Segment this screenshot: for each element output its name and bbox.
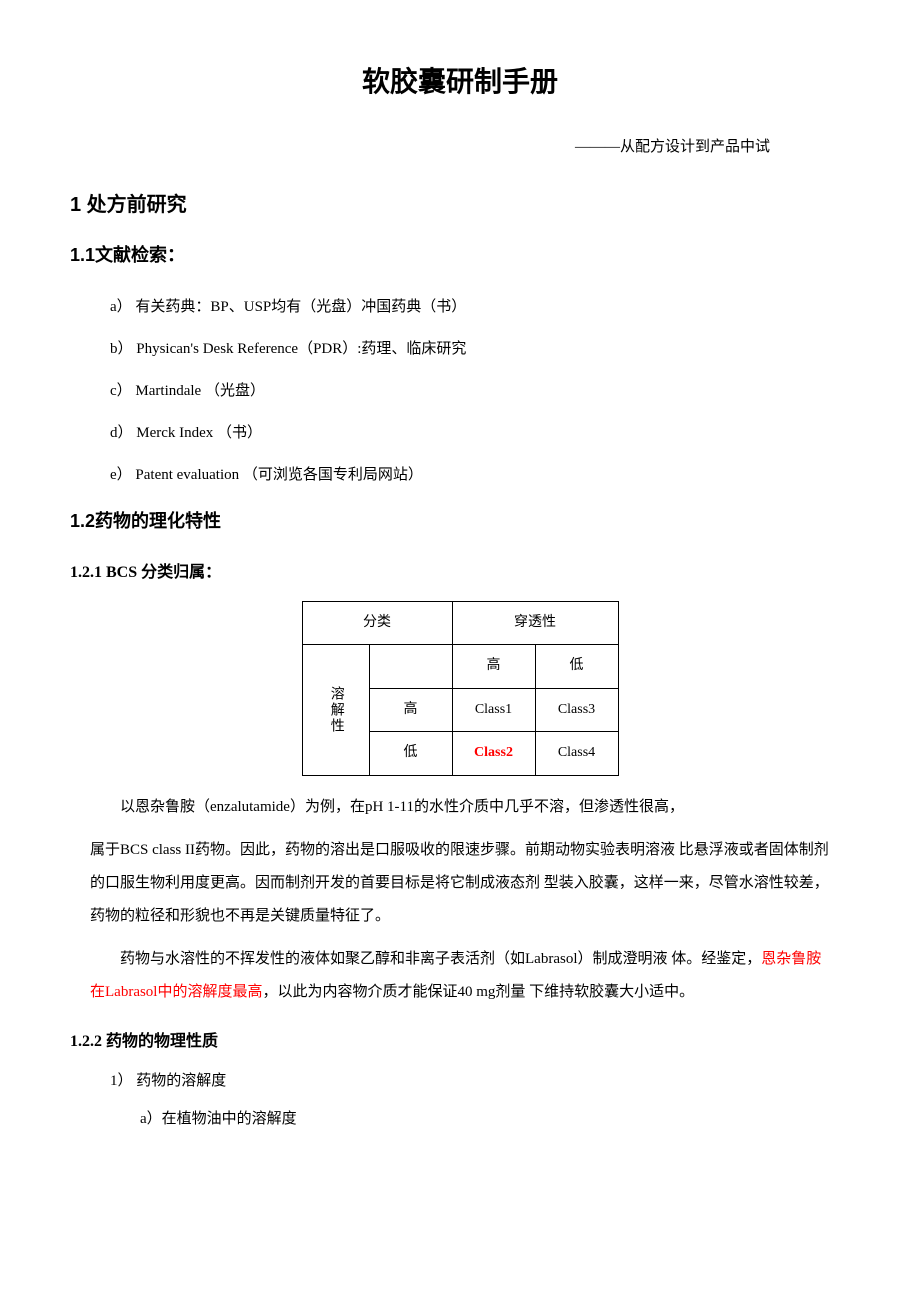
table-header-permeability: 穿透性 — [452, 601, 618, 644]
section-1-1-heading: 1.1文献检索： — [70, 241, 850, 270]
document-subtitle: ———从配方设计到产品中试 — [70, 135, 850, 159]
table-cell — [369, 645, 452, 688]
physical-properties-list: 1） 药物的溶解度 a）在植物油中的溶解度 — [70, 1069, 850, 1131]
table-row-label-solubility: 溶解性 — [302, 645, 369, 775]
section-1-2-heading: 1.2药物的理化特性 — [70, 507, 850, 536]
section-1-2-2-heading: 1.2.2 药物的物理性质 — [70, 1029, 850, 1055]
list-item: b） Physican's Desk Reference（PDR）:药理、临床研… — [110, 337, 850, 361]
table-row-low: 低 — [369, 732, 452, 775]
table-cell-class2: Class2 — [452, 732, 535, 775]
paragraph-bcs-body: 属于BCS class II药物。因此，药物的溶出是口服吸收的限速步骤。前期动物… — [90, 834, 830, 933]
paragraph-text: 药物与水溶性的不挥发性的液体如聚乙醇和非离子表活剂（如Labrasol）制成澄明… — [120, 951, 761, 967]
document-title: 软胶囊研制手册 — [70, 60, 850, 105]
table-row-high: 高 — [369, 688, 452, 731]
reference-list: a） 有关药典：BP、USP均有（光盘）冲国药典（书） b） Physican'… — [70, 295, 850, 487]
table-cell-class1: Class1 — [452, 688, 535, 731]
paragraph-text: ，以此为内容物介质才能保证40 mg剂量 下维持软胶囊大小适中。 — [262, 984, 694, 1000]
list-item: e） Patent evaluation （可浏览各国专利局网站） — [110, 463, 850, 487]
bcs-classification-table: 分类 穿透性 溶解性 高 低 高 Class1 Class3 低 Class2 … — [302, 601, 619, 776]
table-col-high: 高 — [452, 645, 535, 688]
list-item: a） 有关药典：BP、USP均有（光盘）冲国药典（书） — [110, 295, 850, 319]
paragraph-bcs-intro: 以恩杂鲁胺（enzalutamide）为例，在pH 1-11的水性介质中几乎不溶… — [90, 791, 830, 824]
table-header-category: 分类 — [302, 601, 452, 644]
paragraph-labrasol: 药物与水溶性的不挥发性的液体如聚乙醇和非离子表活剂（如Labrasol）制成澄明… — [90, 943, 830, 1009]
section-1-heading: 1 处方前研究 — [70, 189, 850, 221]
list-item-solubility: 1） 药物的溶解度 — [110, 1069, 850, 1093]
section-1-2-1-heading: 1.2.1 BCS 分类归属： — [70, 560, 850, 586]
table-cell-class4: Class4 — [535, 732, 618, 775]
table-cell-class3: Class3 — [535, 688, 618, 731]
table-col-low: 低 — [535, 645, 618, 688]
list-item-plant-oil: a）在植物油中的溶解度 — [140, 1107, 850, 1131]
list-item: c） Martindale （光盘） — [110, 379, 850, 403]
list-item: d） Merck Index （书） — [110, 421, 850, 445]
